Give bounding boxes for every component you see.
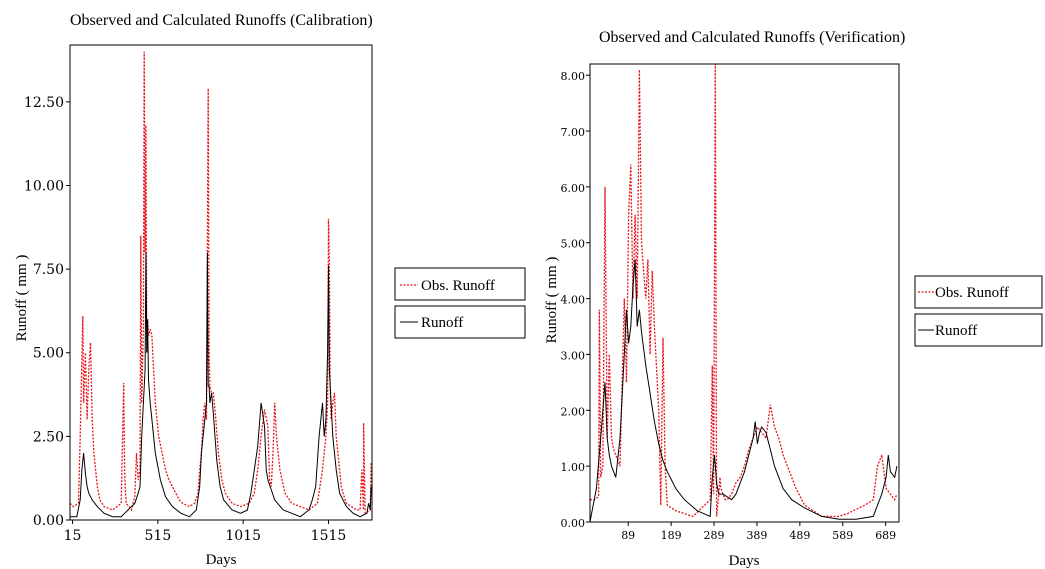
- y-axis: 0.00 1.00 2.00 3.00 4.00 5.00 6.00 7.00 8.00: [561, 70, 590, 530]
- legend-box-runoff: [914, 313, 1043, 347]
- y-tick-label: 5.00: [33, 346, 64, 362]
- x-tick-label: 89: [621, 529, 635, 542]
- y-tick-label: 2.00: [561, 405, 586, 418]
- plot-clip: [70, 51, 372, 518]
- legend-label-obs-runoff: Obs. Runoff: [935, 285, 1009, 301]
- legend-label-runoff: Runoff: [935, 323, 977, 339]
- x-axis: 89 189 289 389 489 589 689: [621, 522, 896, 542]
- calibration-chart: Observed and Calculated Runoffs (Calibra…: [14, 12, 526, 568]
- legend-label-runoff: Runoff: [421, 315, 463, 331]
- x-tick-label: 515: [145, 528, 172, 544]
- y-tick-label: 7.00: [561, 126, 586, 139]
- y-axis-label: Runoff ( mm ): [544, 257, 560, 344]
- x-axis: 15 515 1015 1515: [64, 520, 347, 544]
- y-axis-label: Runoff ( mm ): [14, 255, 30, 342]
- legend-label-obs-runoff: Obs. Runoff: [421, 278, 495, 294]
- legend-box-obs-runoff: [914, 275, 1043, 309]
- y-tick-label: 7.50: [33, 262, 64, 278]
- x-axis-label: Days: [206, 552, 237, 568]
- y-tick-label: 0.00: [33, 513, 64, 529]
- legend: Obs. Runoff Runoff: [394, 267, 526, 339]
- legend-box-obs-runoff: [394, 267, 526, 301]
- x-tick-label: 389: [746, 529, 767, 542]
- series-line-runoff: [70, 252, 372, 518]
- y-tick-label: 3.00: [561, 349, 586, 362]
- y-tick-label: 10.00: [24, 178, 64, 194]
- series-line-obs-runoff: [590, 64, 898, 518]
- y-tick-label: 5.00: [561, 238, 586, 251]
- series-line-obs-runoff: [70, 51, 372, 515]
- verification-chart: Observed and Calculated Runoffs (Verific…: [544, 29, 1043, 569]
- plot-frame: [69, 44, 373, 521]
- x-tick-label: 189: [661, 529, 682, 542]
- y-tick-label: 6.00: [561, 182, 586, 195]
- y-axis: 0.00 2.50 5.00 7.50 10.00 12.50: [24, 95, 70, 529]
- x-tick-label: 289: [704, 529, 725, 542]
- y-tick-label: 12.50: [24, 95, 64, 111]
- chart-title: Observed and Calculated Runoffs (Verific…: [599, 29, 905, 46]
- y-tick-label: 4.00: [561, 294, 586, 307]
- chart-title: Observed and Calculated Runoffs (Calibra…: [70, 12, 373, 29]
- series-line-runoff: [590, 259, 898, 522]
- plot-frame: [589, 63, 900, 523]
- x-tick-label: 1015: [225, 528, 261, 544]
- x-tick-label: 589: [832, 529, 853, 542]
- plot-clip: [590, 64, 898, 522]
- y-tick-label: 2.50: [33, 429, 64, 445]
- x-axis-label: Days: [729, 553, 760, 569]
- y-tick-label: 8.00: [561, 70, 586, 83]
- x-tick-label: 689: [875, 529, 896, 542]
- y-tick-label: 0.00: [561, 517, 586, 530]
- y-tick-label: 1.00: [561, 461, 586, 474]
- x-tick-label: 1515: [311, 528, 347, 544]
- x-tick-label: 489: [789, 529, 810, 542]
- legend: Obs. Runoff Runoff: [914, 275, 1043, 347]
- x-tick-label: 15: [64, 528, 82, 544]
